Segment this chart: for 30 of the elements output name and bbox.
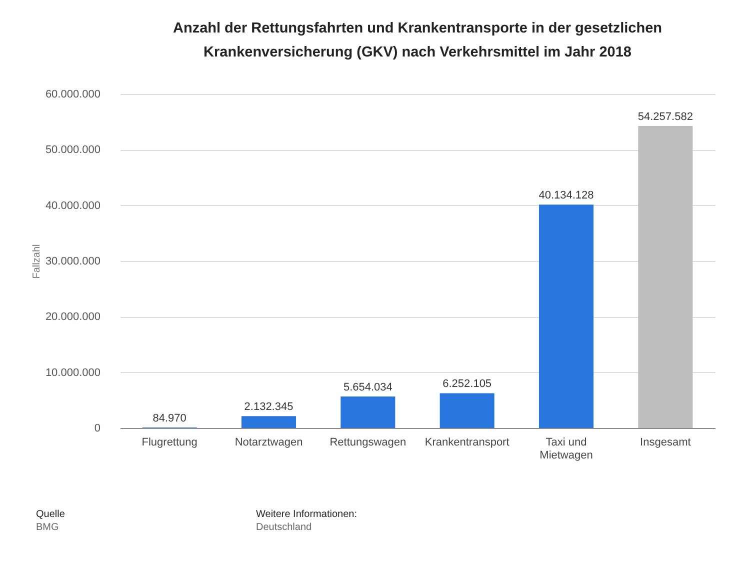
- x-tick-label: Taxi und Mietwagen: [540, 436, 593, 462]
- text: Quelle: [36, 508, 65, 521]
- y-tick-label: 40.000.000: [45, 200, 100, 212]
- text: Deutschland: [256, 521, 313, 534]
- y-tick-label: 60.000.000: [45, 88, 100, 100]
- text: Weitere Informationen:: [256, 508, 357, 521]
- data-label: 6.252.105: [442, 378, 492, 390]
- x-tick-label: Rettungswagen: [330, 436, 406, 448]
- y-tick-label: 10.000.000: [45, 366, 100, 379]
- y-axis-title: Fallzahl: [31, 244, 42, 279]
- data-label: 84.970: [152, 412, 186, 425]
- x-tick-label: Insgesamt: [640, 436, 691, 448]
- bar: [440, 393, 494, 428]
- y-tick-label: 20.000.000: [45, 311, 100, 324]
- data-label: 5.654.034: [343, 382, 392, 394]
- bar: [340, 396, 396, 428]
- y-tick-label: 0: [94, 422, 100, 434]
- y-tick-label: 30.000.000: [45, 256, 100, 268]
- x-tick-label: Notarztwagen: [234, 436, 303, 448]
- text: BMG: [36, 521, 60, 534]
- bar: [241, 416, 296, 428]
- data-label: 2.132.345: [244, 401, 294, 414]
- chart-title: Anzahl der Rettungsfahrten und Krankentransporte in der gesetzlichen Krankenversicherung (GKV) nach Verkehrsmittel im Jahr 2018: [172, 20, 662, 60]
- bar: [638, 126, 693, 428]
- x-tick-label: Krankentransport: [424, 436, 510, 448]
- data-label: 40.134.128: [538, 190, 594, 202]
- x-tick-label: Flugrettung: [142, 436, 198, 448]
- y-tick-label: 50.000.000: [45, 144, 100, 156]
- bar: [538, 204, 594, 428]
- data-label: 54.257.582: [638, 110, 693, 123]
